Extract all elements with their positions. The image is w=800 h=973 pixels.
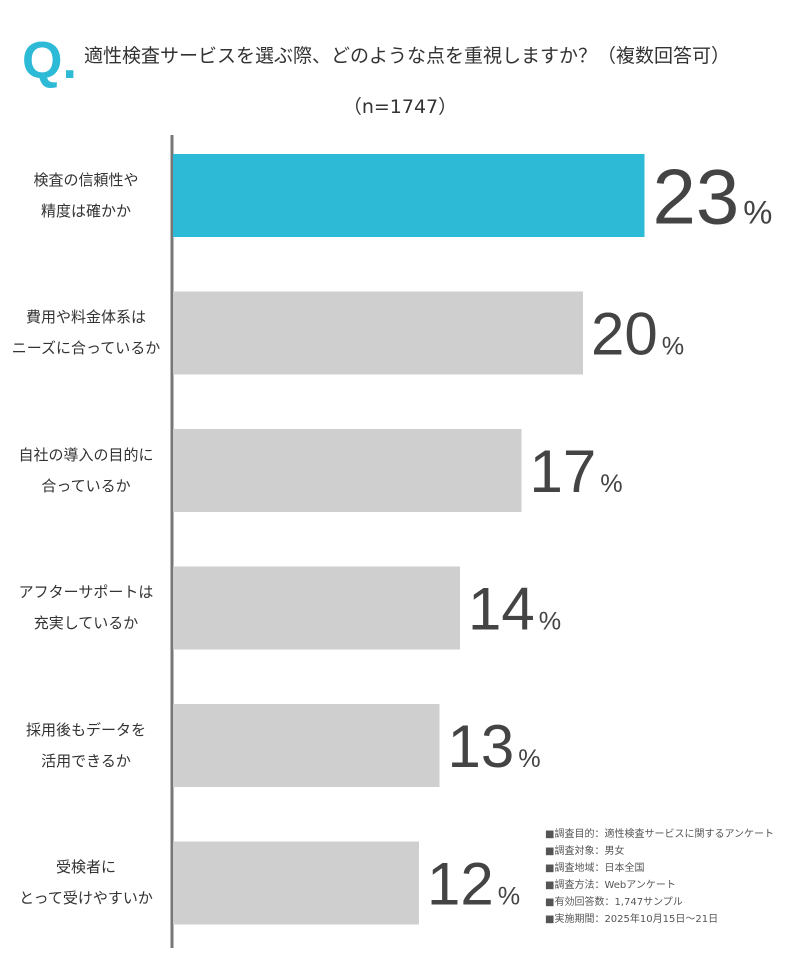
value-label: 12%	[427, 851, 520, 918]
bar	[173, 429, 522, 512]
bar	[173, 841, 419, 925]
value-label: 13%	[448, 713, 541, 780]
category-label: 自社の導入の目的に 合っているか	[18, 445, 154, 495]
bar	[173, 291, 583, 375]
value-label: 23%	[653, 153, 773, 241]
category-label: 検査の信頼性や 精度は確かか	[33, 170, 139, 220]
chart-title: 適性検査サービスを選ぶ際、どのような点を重視しますか？（複数回答可）	[84, 45, 730, 67]
note: ■実施期間：2025年10月15日～21日	[545, 912, 718, 925]
note: ■調査対象：男女	[545, 844, 624, 857]
note: ■調査目的：適性検査サービスに関するアンケート	[545, 827, 774, 840]
category-label: 採用後もデータを 活用できるか	[25, 720, 146, 770]
bar	[173, 704, 440, 787]
value-label: 17%	[530, 438, 623, 505]
category-label: アフターサポートは 充実しているか	[18, 583, 154, 632]
bar	[173, 566, 460, 650]
category-label: 費用や料金体系は ニーズに合っているか	[11, 308, 161, 357]
title-mark: Q.	[22, 32, 77, 90]
note: ■有効回答数：1,747サンプル	[545, 895, 683, 908]
value-label: 14%	[468, 576, 561, 643]
chart-subtitle: （n=1747）	[343, 96, 457, 118]
note: ■調査方法：Webアンケート	[545, 878, 676, 891]
value-label: 20%	[591, 301, 684, 368]
category-label: 受検者に とって受けやすいか	[19, 858, 153, 907]
bar	[173, 154, 645, 237]
note: ■調査地域：日本全国	[545, 861, 644, 874]
